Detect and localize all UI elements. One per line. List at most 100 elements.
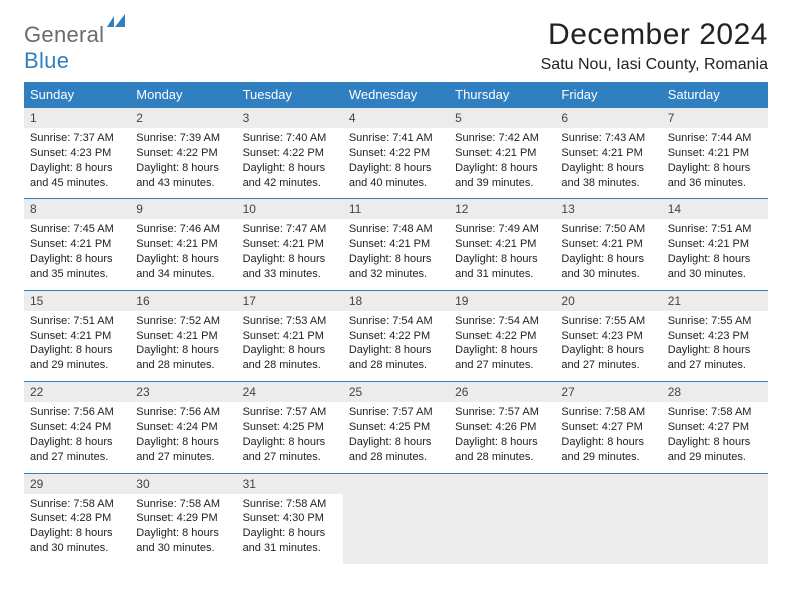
sunrise-text: Sunrise: 7:54 AM (455, 314, 549, 329)
day-cell: Sunrise: 7:41 AMSunset: 4:22 PMDaylight:… (343, 128, 449, 199)
day-number: 29 (24, 473, 130, 494)
sunset-text: Sunset: 4:24 PM (30, 420, 124, 435)
daylight-text: Daylight: 8 hours and 45 minutes. (30, 161, 124, 191)
day-number: 30 (130, 473, 236, 494)
day-cell: Sunrise: 7:57 AMSunset: 4:25 PMDaylight:… (237, 402, 343, 473)
weekday-header: Tuesday (237, 82, 343, 108)
day-number: 5 (449, 108, 555, 129)
sunset-text: Sunset: 4:21 PM (136, 237, 230, 252)
day-cell: Sunrise: 7:58 AMSunset: 4:30 PMDaylight:… (237, 494, 343, 564)
sunrise-text: Sunrise: 7:58 AM (561, 405, 655, 420)
logo-text-general: General (24, 22, 104, 47)
logo-text-blue: Blue (24, 48, 69, 73)
sunset-text: Sunset: 4:29 PM (136, 511, 230, 526)
day-number: 23 (130, 382, 236, 403)
day-number: 2 (130, 108, 236, 129)
sunrise-text: Sunrise: 7:40 AM (243, 131, 337, 146)
daylight-text: Daylight: 8 hours and 28 minutes. (136, 343, 230, 373)
day-number: 10 (237, 199, 343, 220)
month-title: December 2024 (541, 18, 768, 52)
sunset-text: Sunset: 4:21 PM (349, 237, 443, 252)
day-number: 25 (343, 382, 449, 403)
sunset-text: Sunset: 4:30 PM (243, 511, 337, 526)
daylight-text: Daylight: 8 hours and 33 minutes. (243, 252, 337, 282)
daylight-text: Daylight: 8 hours and 30 minutes. (136, 526, 230, 556)
sunrise-text: Sunrise: 7:53 AM (243, 314, 337, 329)
daylight-text: Daylight: 8 hours and 27 minutes. (30, 435, 124, 465)
weekday-header: Friday (555, 82, 661, 108)
day-number: 17 (237, 290, 343, 311)
daylight-text: Daylight: 8 hours and 27 minutes. (561, 343, 655, 373)
sunset-text: Sunset: 4:26 PM (455, 420, 549, 435)
sunset-text: Sunset: 4:25 PM (349, 420, 443, 435)
day-number: 11 (343, 199, 449, 220)
sunrise-text: Sunrise: 7:56 AM (136, 405, 230, 420)
daynum-row: 1234567 (24, 108, 768, 129)
data-row: Sunrise: 7:37 AMSunset: 4:23 PMDaylight:… (24, 128, 768, 199)
daylight-text: Daylight: 8 hours and 27 minutes. (243, 435, 337, 465)
day-number (449, 473, 555, 494)
sunrise-text: Sunrise: 7:37 AM (30, 131, 124, 146)
daylight-text: Daylight: 8 hours and 35 minutes. (30, 252, 124, 282)
sunrise-text: Sunrise: 7:39 AM (136, 131, 230, 146)
sunset-text: Sunset: 4:21 PM (30, 237, 124, 252)
weekday-header: Monday (130, 82, 236, 108)
day-cell: Sunrise: 7:58 AMSunset: 4:27 PMDaylight:… (662, 402, 768, 473)
sunset-text: Sunset: 4:21 PM (455, 237, 549, 252)
day-number: 31 (237, 473, 343, 494)
sunset-text: Sunset: 4:27 PM (561, 420, 655, 435)
sunset-text: Sunset: 4:27 PM (668, 420, 762, 435)
daylight-text: Daylight: 8 hours and 42 minutes. (243, 161, 337, 191)
daylight-text: Daylight: 8 hours and 38 minutes. (561, 161, 655, 191)
daylight-text: Daylight: 8 hours and 31 minutes. (243, 526, 337, 556)
data-row: Sunrise: 7:58 AMSunset: 4:28 PMDaylight:… (24, 494, 768, 564)
day-cell (343, 494, 449, 564)
day-cell: Sunrise: 7:42 AMSunset: 4:21 PMDaylight:… (449, 128, 555, 199)
sunset-text: Sunset: 4:22 PM (136, 146, 230, 161)
sunrise-text: Sunrise: 7:58 AM (136, 497, 230, 512)
daynum-row: 891011121314 (24, 199, 768, 220)
sunset-text: Sunset: 4:23 PM (668, 329, 762, 344)
daylight-text: Daylight: 8 hours and 27 minutes. (455, 343, 549, 373)
sunrise-text: Sunrise: 7:47 AM (243, 222, 337, 237)
day-cell: Sunrise: 7:48 AMSunset: 4:21 PMDaylight:… (343, 219, 449, 290)
daylight-text: Daylight: 8 hours and 27 minutes. (668, 343, 762, 373)
daylight-text: Daylight: 8 hours and 29 minutes. (561, 435, 655, 465)
sunset-text: Sunset: 4:21 PM (243, 329, 337, 344)
sunset-text: Sunset: 4:21 PM (136, 329, 230, 344)
sunrise-text: Sunrise: 7:58 AM (243, 497, 337, 512)
daylight-text: Daylight: 8 hours and 40 minutes. (349, 161, 443, 191)
sunrise-text: Sunrise: 7:55 AM (561, 314, 655, 329)
day-number: 3 (237, 108, 343, 129)
day-cell: Sunrise: 7:51 AMSunset: 4:21 PMDaylight:… (662, 219, 768, 290)
sunset-text: Sunset: 4:23 PM (561, 329, 655, 344)
day-number: 24 (237, 382, 343, 403)
title-block: December 2024 Satu Nou, Iasi County, Rom… (541, 18, 768, 74)
sunset-text: Sunset: 4:21 PM (561, 146, 655, 161)
day-cell: Sunrise: 7:55 AMSunset: 4:23 PMDaylight:… (662, 311, 768, 382)
daynum-row: 15161718192021 (24, 290, 768, 311)
day-number (343, 473, 449, 494)
daylight-text: Daylight: 8 hours and 30 minutes. (30, 526, 124, 556)
sunrise-text: Sunrise: 7:56 AM (30, 405, 124, 420)
day-number: 18 (343, 290, 449, 311)
data-row: Sunrise: 7:45 AMSunset: 4:21 PMDaylight:… (24, 219, 768, 290)
weekday-header-row: Sunday Monday Tuesday Wednesday Thursday… (24, 82, 768, 108)
daylight-text: Daylight: 8 hours and 29 minutes. (668, 435, 762, 465)
weekday-header: Sunday (24, 82, 130, 108)
day-number: 19 (449, 290, 555, 311)
day-cell: Sunrise: 7:37 AMSunset: 4:23 PMDaylight:… (24, 128, 130, 199)
day-number (555, 473, 661, 494)
weekday-header: Wednesday (343, 82, 449, 108)
day-cell: Sunrise: 7:50 AMSunset: 4:21 PMDaylight:… (555, 219, 661, 290)
daylight-text: Daylight: 8 hours and 34 minutes. (136, 252, 230, 282)
day-cell: Sunrise: 7:44 AMSunset: 4:21 PMDaylight:… (662, 128, 768, 199)
brand-logo: General Blue (24, 18, 129, 74)
sunrise-text: Sunrise: 7:51 AM (30, 314, 124, 329)
sunset-text: Sunset: 4:28 PM (30, 511, 124, 526)
sunset-text: Sunset: 4:22 PM (455, 329, 549, 344)
day-cell: Sunrise: 7:57 AMSunset: 4:25 PMDaylight:… (343, 402, 449, 473)
daylight-text: Daylight: 8 hours and 30 minutes. (668, 252, 762, 282)
daylight-text: Daylight: 8 hours and 43 minutes. (136, 161, 230, 191)
sunrise-text: Sunrise: 7:50 AM (561, 222, 655, 237)
